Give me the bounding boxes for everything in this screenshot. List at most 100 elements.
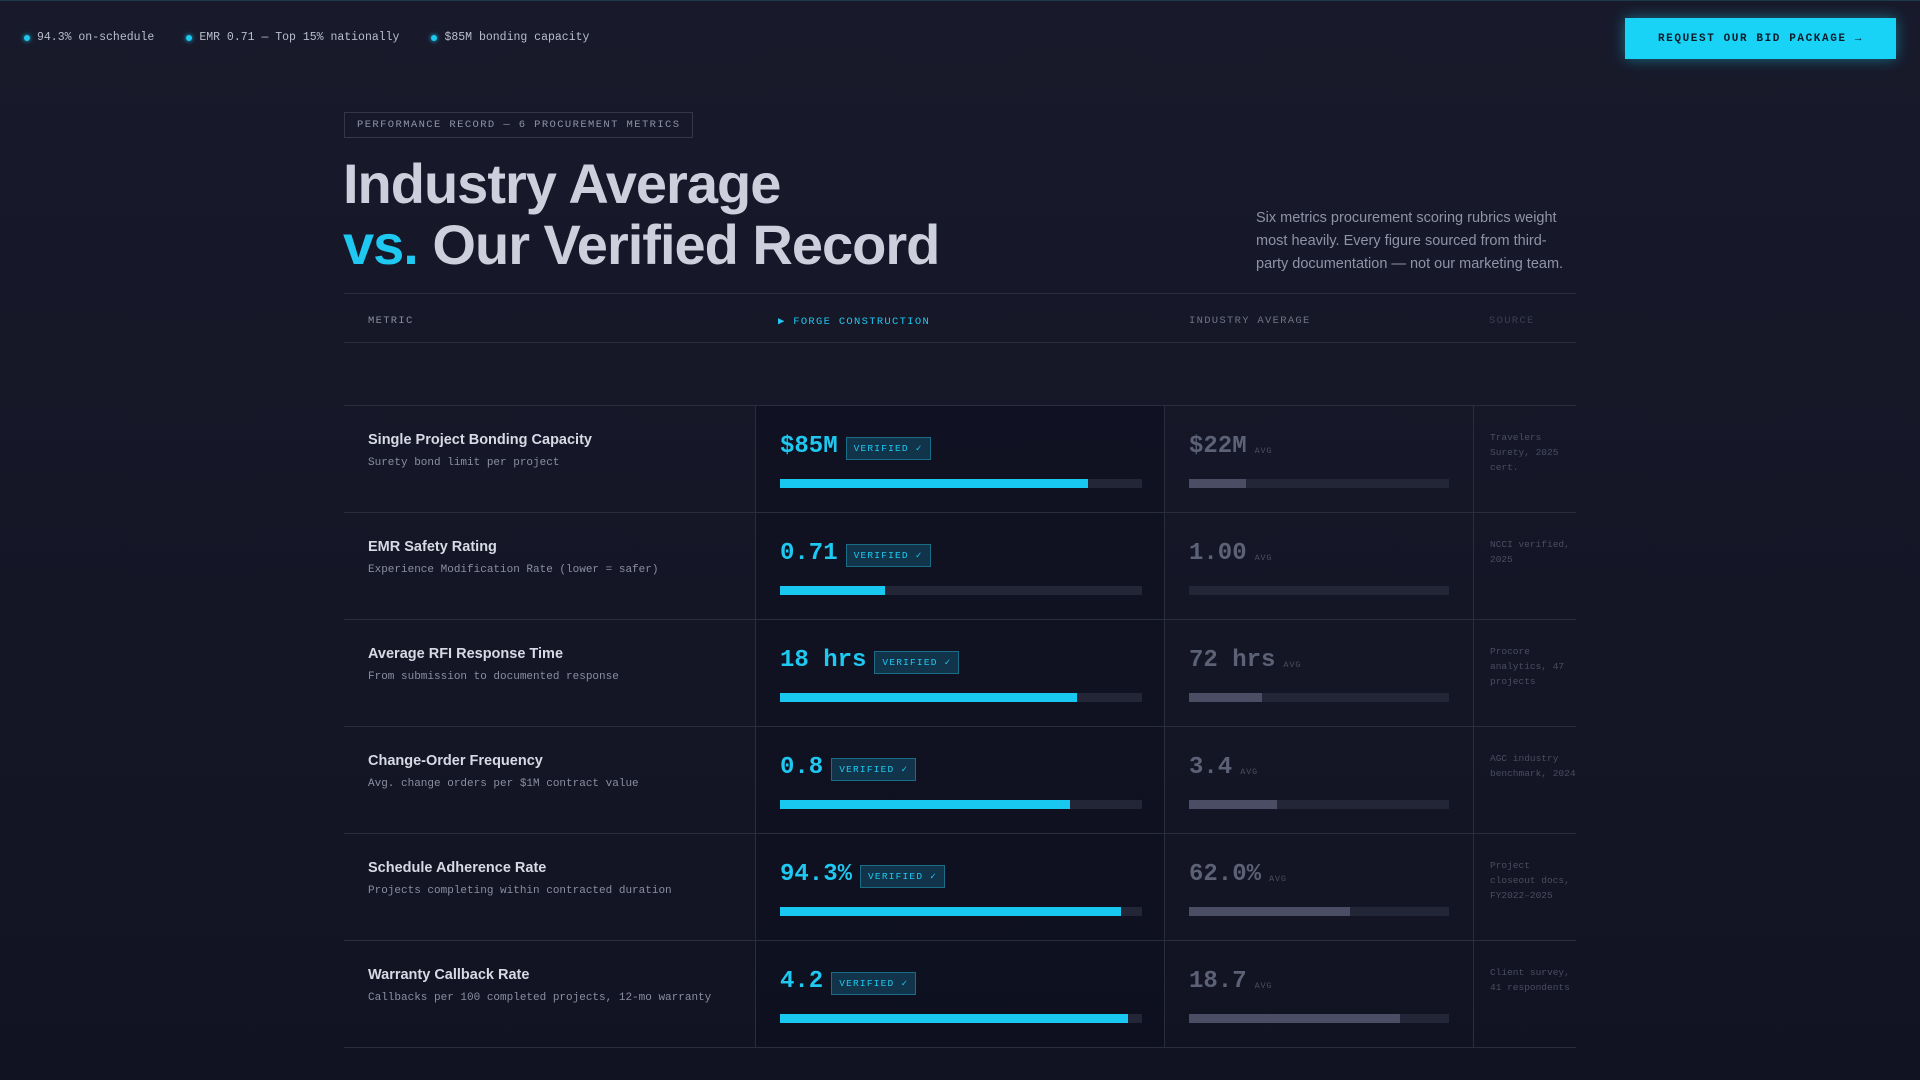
metric-name: Schedule Adherence Rate: [368, 860, 547, 876]
industry-value: 62.0%: [1189, 861, 1262, 888]
avg-label: AVG: [1269, 873, 1287, 884]
industry-bar-track: [1189, 907, 1449, 916]
metric-cell: EMR Safety Rating Experience Modificatio…: [344, 513, 755, 619]
forge-bar-track: [780, 586, 1142, 595]
forge-cell: $85M VERIFIED ✓: [755, 406, 1165, 512]
request-bid-package-button[interactable]: REQUEST OUR BID PACKAGE →: [1625, 18, 1896, 59]
table-body: Single Project Bonding Capacity Surety b…: [344, 406, 1576, 1048]
table-row: Average RFI Response Time From submissio…: [344, 620, 1576, 727]
industry-cell: 62.0% AVG: [1165, 834, 1473, 940]
forge-bar-track: [780, 800, 1142, 809]
stats-ticker: 94.3% on-schedule EMR 0.71 — Top 15% nat…: [24, 31, 589, 44]
forge-value: 4.2: [780, 968, 824, 995]
stat-item: 94.3% on-schedule: [24, 31, 154, 44]
industry-cell: 1.00 AVG: [1165, 513, 1473, 619]
industry-value: $22M: [1189, 433, 1247, 460]
table-row: Warranty Callback Rate Callbacks per 100…: [344, 941, 1576, 1048]
source-cell: Travelers Surety, 2025 cert.: [1473, 406, 1576, 512]
stat-label: $85M bonding capacity: [444, 31, 590, 44]
industry-value: 1.00: [1189, 540, 1247, 567]
metric-description: Callbacks per 100 completed projects, 12…: [368, 992, 712, 1004]
industry-cell: 72 hrs AVG: [1165, 620, 1473, 726]
industry-cell: 3.4 AVG: [1165, 727, 1473, 833]
forge-value: $85M: [780, 433, 838, 460]
industry-bar-track: [1189, 586, 1449, 595]
source-cell: Project closeout docs, FY2022–2025: [1473, 834, 1576, 940]
industry-bar-fill: [1189, 479, 1247, 488]
verified-badge: VERIFIED ✓: [845, 543, 931, 567]
industry-value: 3.4: [1189, 754, 1233, 781]
industry-bar-fill: [1189, 693, 1262, 702]
section-eyebrow: PERFORMANCE RECORD — 6 PROCUREMENT METRI…: [344, 112, 694, 138]
column-header-metric: METRIC: [368, 315, 414, 327]
metric-name: Change-Order Frequency: [368, 753, 543, 769]
forge-value: 94.3%: [780, 861, 853, 888]
status-dot-icon: [24, 34, 30, 41]
avg-label: AVG: [1254, 552, 1273, 563]
forge-cell: 18 hrs VERIFIED ✓: [755, 620, 1165, 726]
forge-bar-track: [780, 907, 1142, 916]
verified-badge: VERIFIED ✓: [831, 757, 917, 781]
industry-bar-track: [1189, 693, 1449, 702]
avg-label: AVG: [1254, 980, 1273, 991]
metric-name: Warranty Callback Rate: [368, 967, 530, 983]
avg-label: AVG: [1240, 766, 1258, 777]
source-cell: Procore analytics, 47 projects: [1473, 620, 1576, 726]
title-accent: vs.: [343, 213, 419, 276]
avg-label: AVG: [1283, 659, 1302, 670]
forge-value: 0.8: [780, 754, 824, 781]
column-header-source: SOURCE: [1489, 315, 1535, 327]
industry-bar-track: [1189, 800, 1449, 809]
forge-cell: 4.2 VERIFIED ✓: [755, 941, 1165, 1047]
metric-name: Average RFI Response Time: [368, 646, 564, 662]
table-row: Single Project Bonding Capacity Surety b…: [344, 406, 1576, 513]
metric-description: Avg. change orders per $1M contract valu…: [368, 778, 639, 790]
industry-cell: 18.7 AVG: [1165, 941, 1473, 1047]
industry-bar-fill: [1189, 800, 1278, 809]
title-line-1: Industry Average: [343, 152, 781, 215]
column-header-forge: ▶ FORGE CONSTRUCTION: [778, 316, 931, 328]
source-cell: Client survey, 41 respondents: [1473, 941, 1576, 1047]
forge-bar-fill: [780, 586, 885, 595]
forge-bar-fill: [780, 907, 1122, 916]
comparison-table: METRIC ▶ FORGE CONSTRUCTION INDUSTRY AVE…: [344, 293, 1576, 1048]
forge-bar-fill: [780, 479, 1088, 488]
forge-bar-fill: [780, 800, 1070, 809]
forge-bar-fill: [780, 1014, 1128, 1023]
intro-text: Six metrics procurement scoring rubrics …: [1256, 210, 1564, 272]
forge-value: 0.71: [780, 540, 838, 567]
verified-badge: VERIFIED ✓: [845, 436, 931, 460]
table-spacer: [344, 343, 1576, 406]
metric-name: EMR Safety Rating: [368, 539, 497, 555]
status-dot-icon: [431, 34, 438, 41]
column-header-industry: INDUSTRY AVERAGE: [1189, 315, 1311, 327]
metric-description: Projects completing within contracted du…: [368, 885, 672, 897]
source-cell: NCCI verified, 2025: [1473, 513, 1576, 619]
stat-item: $85M bonding capacity: [431, 31, 589, 44]
avg-label: AVG: [1254, 445, 1273, 456]
metric-description: Surety bond limit per project: [368, 457, 560, 469]
metric-cell: Warranty Callback Rate Callbacks per 100…: [344, 941, 755, 1047]
metric-description: Experience Modification Rate (lower = sa…: [368, 564, 659, 576]
table-row: EMR Safety Rating Experience Modificatio…: [344, 513, 1576, 620]
table-row: Change-Order Frequency Avg. change order…: [344, 727, 1576, 834]
verified-badge: VERIFIED ✓: [860, 864, 946, 888]
forge-value: 18 hrs: [780, 647, 867, 674]
verified-badge: VERIFIED ✓: [831, 971, 917, 995]
verified-badge: VERIFIED ✓: [874, 650, 960, 674]
industry-bar-fill: [1189, 907, 1351, 916]
stat-label: 94.3% on-schedule: [37, 31, 155, 44]
table-header: METRIC ▶ FORGE CONSTRUCTION INDUSTRY AVE…: [344, 293, 1576, 343]
industry-bar-track: [1189, 1014, 1449, 1023]
metric-cell: Schedule Adherence Rate Projects complet…: [344, 834, 755, 940]
forge-bar-track: [780, 693, 1142, 702]
forge-bar-track: [780, 1014, 1142, 1023]
industry-cell: $22M AVG: [1165, 406, 1473, 512]
title-line-2: Our Verified Record: [432, 213, 940, 276]
stat-item: EMR 0.71 — Top 15% nationally: [186, 31, 399, 44]
industry-value: 18.7: [1189, 968, 1247, 995]
metric-name: Single Project Bonding Capacity: [368, 432, 592, 448]
status-dot-icon: [186, 34, 193, 41]
forge-bar-track: [780, 479, 1142, 488]
forge-cell: 0.71 VERIFIED ✓: [755, 513, 1165, 619]
